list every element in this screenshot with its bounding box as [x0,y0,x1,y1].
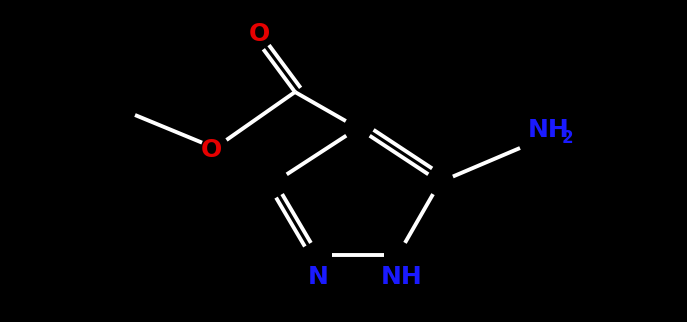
Text: O: O [201,138,222,162]
Text: O: O [249,22,269,46]
Text: N: N [308,265,328,289]
Text: 2: 2 [562,129,574,147]
Text: NH: NH [381,265,423,289]
Text: NH: NH [528,118,570,142]
